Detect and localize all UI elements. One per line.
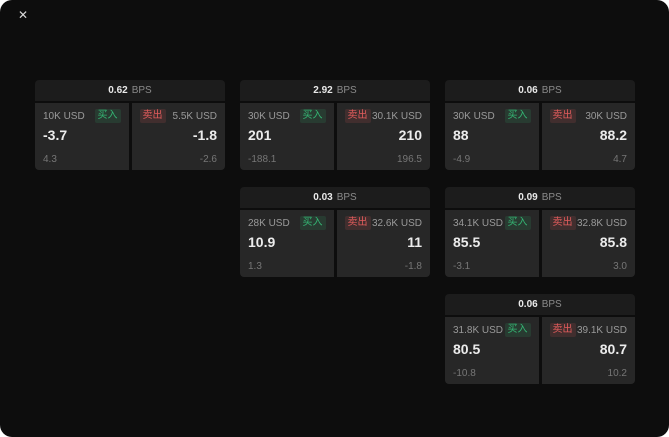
bps-value: 0.03 — [313, 192, 333, 203]
buy-label: 买入 — [504, 216, 531, 230]
buy-price: 201 — [248, 127, 272, 143]
sell-delta: -1.8 — [404, 261, 422, 272]
buy-size: 30K USD — [248, 110, 290, 122]
quote-card-grid: 0.62 BPS 10K USD 买入 -3.7 4.3 卖出 5.5K USD — [35, 80, 635, 384]
sell-delta: 196.5 — [396, 154, 422, 165]
buy-price: 80.5 — [453, 341, 481, 357]
quote-card: 0.62 BPS 10K USD 买入 -3.7 4.3 卖出 5.5K USD — [35, 80, 225, 170]
buy-label: 买入 — [504, 109, 531, 123]
sell-price: 85.8 — [599, 234, 627, 250]
sell-panel[interactable]: 卖出 39.1K USD 80.7 10.2 — [541, 317, 635, 384]
card-header: 2.92 BPS — [240, 80, 430, 101]
buy-delta: 1.3 — [248, 261, 262, 272]
buy-size: 10K USD — [43, 110, 85, 122]
buy-panel[interactable]: 34.1K USD 买入 85.5 -3.1 — [445, 210, 539, 277]
buy-panel[interactable]: 31.8K USD 买入 80.5 -10.8 — [445, 317, 539, 384]
buy-delta: -3.1 — [453, 261, 471, 272]
bps-value: 0.09 — [518, 192, 538, 203]
bps-unit-label: BPS — [131, 85, 152, 96]
sell-size: 32.8K USD — [576, 217, 627, 229]
sell-size: 39.1K USD — [576, 324, 627, 336]
buy-price: 85.5 — [453, 234, 481, 250]
sell-size: 5.5K USD — [172, 110, 217, 122]
card-header: 0.09 BPS — [445, 187, 635, 208]
buy-delta: -10.8 — [453, 368, 476, 379]
bps-value: 0.06 — [518, 85, 538, 96]
card-header: 0.62 BPS — [35, 80, 225, 101]
sell-price: 11 — [407, 234, 422, 250]
bps-unit-label: BPS — [541, 299, 562, 310]
sell-panel[interactable]: 卖出 32.8K USD 85.8 3.0 — [541, 210, 635, 277]
sell-label: 卖出 — [344, 216, 371, 230]
sell-size: 32.6K USD — [371, 217, 422, 229]
card-header: 0.03 BPS — [240, 187, 430, 208]
sell-size: 30K USD — [585, 110, 627, 122]
buy-panel[interactable]: 30K USD 买入 201 -188.1 — [240, 103, 334, 170]
quote-card: 0.06 BPS 30K USD 买入 88 -4.9 卖出 30K USD — [445, 80, 635, 170]
quote-card: 2.92 BPS 30K USD 买入 201 -188.1 卖出 30.1K … — [240, 80, 430, 170]
sell-price: -1.8 — [192, 127, 217, 143]
bps-value: 2.92 — [313, 85, 333, 96]
sell-price: 80.7 — [599, 341, 627, 357]
sell-label: 卖出 — [139, 109, 166, 123]
bps-unit-label: BPS — [336, 192, 357, 203]
buy-label: 买入 — [504, 323, 531, 337]
buy-delta: -4.9 — [453, 154, 471, 165]
bps-value: 0.62 — [108, 85, 128, 96]
bps-unit-label: BPS — [541, 192, 562, 203]
buy-price: -3.7 — [43, 127, 68, 143]
sell-label: 卖出 — [344, 109, 371, 123]
sell-panel[interactable]: 卖出 5.5K USD -1.8 -2.6 — [131, 103, 225, 170]
buy-size: 31.8K USD — [453, 324, 504, 336]
buy-delta: -188.1 — [248, 154, 277, 165]
buy-panel[interactable]: 30K USD 买入 88 -4.9 — [445, 103, 539, 170]
sell-delta: 4.7 — [613, 154, 627, 165]
card-header: 0.06 BPS — [445, 294, 635, 315]
card-header: 0.06 BPS — [445, 80, 635, 101]
sell-price: 88.2 — [599, 127, 627, 143]
buy-size: 28K USD — [248, 217, 290, 229]
sell-label: 卖出 — [549, 109, 576, 123]
sell-delta: -2.6 — [199, 154, 217, 165]
sell-panel[interactable]: 卖出 32.6K USD 11 -1.8 — [336, 210, 430, 277]
buy-panel[interactable]: 28K USD 买入 10.9 1.3 — [240, 210, 334, 277]
bps-value: 0.06 — [518, 299, 538, 310]
buy-size: 30K USD — [453, 110, 495, 122]
buy-delta: 4.3 — [43, 154, 57, 165]
buy-panel[interactable]: 10K USD 买入 -3.7 4.3 — [35, 103, 129, 170]
close-icon[interactable]: ✕ — [18, 8, 29, 22]
sell-size: 30.1K USD — [371, 110, 422, 122]
sell-price: 210 — [398, 127, 422, 143]
sell-delta: 10.2 — [607, 368, 627, 379]
sell-label: 卖出 — [549, 323, 576, 337]
sell-panel[interactable]: 卖出 30K USD 88.2 4.7 — [541, 103, 635, 170]
buy-label: 买入 — [94, 109, 121, 123]
sell-delta: 3.0 — [613, 261, 627, 272]
quote-card: 0.06 BPS 31.8K USD 买入 80.5 -10.8 卖出 39.1… — [445, 294, 635, 384]
buy-label: 买入 — [299, 216, 326, 230]
sell-label: 卖出 — [549, 216, 576, 230]
quote-card: 0.09 BPS 34.1K USD 买入 85.5 -3.1 卖出 32.8K… — [445, 187, 635, 277]
buy-price: 10.9 — [248, 234, 276, 250]
buy-size: 34.1K USD — [453, 217, 504, 229]
buy-price: 88 — [453, 127, 469, 143]
bps-unit-label: BPS — [541, 85, 562, 96]
bps-unit-label: BPS — [336, 85, 357, 96]
quote-card: 0.03 BPS 28K USD 买入 10.9 1.3 卖出 32.6K US… — [240, 187, 430, 277]
sell-panel[interactable]: 卖出 30.1K USD 210 196.5 — [336, 103, 430, 170]
buy-label: 买入 — [299, 109, 326, 123]
